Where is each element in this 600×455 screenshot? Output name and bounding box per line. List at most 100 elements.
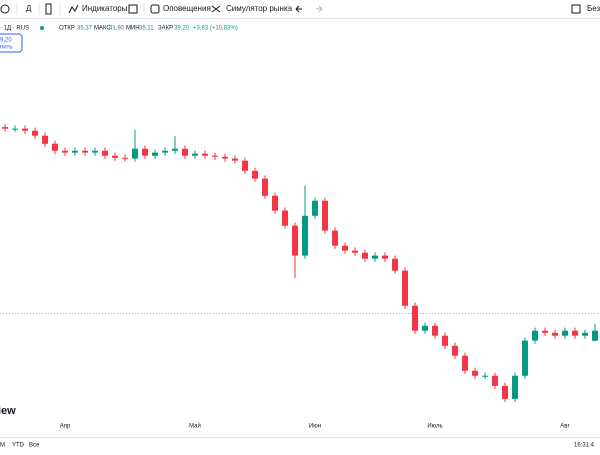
candle-body <box>352 250 358 253</box>
interval-button[interactable]: Д <box>26 4 32 13</box>
close-label: ЗАКР <box>158 26 173 32</box>
layouts-button[interactable] <box>128 4 138 14</box>
candle-body <box>232 158 238 161</box>
save-icon <box>571 4 581 14</box>
candle-body <box>542 330 548 333</box>
low-label: МИН <box>126 26 140 32</box>
candle-body <box>282 210 288 226</box>
candle-body <box>522 340 528 376</box>
alerts-icon <box>150 4 160 14</box>
candle-body <box>162 150 168 153</box>
candle-body <box>32 130 38 136</box>
high-label: МАКС <box>94 26 111 32</box>
change-value: +3,83 (+10,83%) <box>193 26 238 32</box>
candle-body <box>402 270 408 306</box>
candle-body <box>142 148 148 156</box>
candle-body <box>112 155 118 158</box>
candle-body <box>452 345 458 356</box>
buy-label: пить <box>0 45 12 51</box>
candle-body <box>62 150 68 153</box>
range-all[interactable]: Все <box>29 443 40 449</box>
status-dot <box>40 26 44 30</box>
x-tick-label: Июн <box>309 424 321 430</box>
candle-body <box>72 150 78 153</box>
candle-body <box>332 230 338 246</box>
add-button[interactable] <box>0 4 10 14</box>
range-m[interactable]: M <box>0 443 5 449</box>
candle-body <box>182 148 188 156</box>
save-button[interactable]: Без <box>587 4 600 13</box>
candle-body <box>412 305 418 331</box>
candle-body <box>12 128 18 130</box>
plot-area: Апр Май Июн Июль Авг <box>2 124 598 430</box>
candle-body <box>392 258 398 271</box>
replay-icon <box>211 5 221 13</box>
low-value: 35,11 <box>139 26 154 32</box>
open-label: ОТКР <box>59 26 75 32</box>
symbol: · 1Д · RUS <box>0 26 29 32</box>
x-tick-label: Май <box>189 423 201 430</box>
x-tick-label: Июль <box>427 424 442 430</box>
candle-body <box>102 150 108 156</box>
candle-body <box>252 170 258 179</box>
candle-body <box>122 157 128 159</box>
candle-body <box>472 370 478 376</box>
candle-body <box>422 325 428 331</box>
candle-body <box>512 375 518 399</box>
candle-body <box>152 152 158 156</box>
close-value: 39,20 <box>174 26 190 32</box>
candle-body <box>572 330 578 336</box>
chart-type-button[interactable] <box>45 3 52 15</box>
candle-body <box>322 200 328 231</box>
range-ytd[interactable]: YTD <box>12 443 25 449</box>
candle-body <box>212 155 218 157</box>
candle-body <box>242 160 248 171</box>
high-value: 41,90 <box>109 26 125 32</box>
candle-body <box>552 332 558 336</box>
candle-body <box>302 215 308 256</box>
redo-button[interactable] <box>316 5 323 13</box>
candle-body <box>202 153 208 156</box>
candle-body <box>462 355 468 371</box>
candle-body <box>362 252 368 259</box>
candle-body <box>2 127 8 129</box>
indicators-icon <box>68 4 79 14</box>
candle-body <box>592 330 598 341</box>
buy-price: 9,20 <box>0 38 12 44</box>
candle-body <box>582 332 588 336</box>
buy-button[interactable] <box>0 33 23 53</box>
candle-body <box>192 153 198 156</box>
undo-button[interactable] <box>295 5 302 13</box>
candle-body <box>342 245 348 251</box>
candle-body <box>562 330 568 336</box>
candle-body <box>132 148 138 159</box>
candle-body <box>52 143 58 151</box>
candle-body <box>502 385 508 399</box>
candle-body <box>532 330 538 341</box>
clock: 16:31:4 <box>574 443 595 449</box>
candle-body <box>372 255 378 259</box>
candle-body <box>222 156 228 159</box>
candle-body <box>82 150 88 153</box>
candle-body <box>42 135 48 144</box>
candle-body <box>272 195 278 211</box>
watermark: iew <box>0 405 16 417</box>
candle-body <box>292 225 298 256</box>
candle-body <box>92 150 98 153</box>
candle-body <box>492 375 498 386</box>
candle-body <box>442 335 448 346</box>
alerts-button[interactable]: Оповещения <box>163 4 211 13</box>
candle-body <box>432 325 438 336</box>
candle-body <box>262 178 268 196</box>
indicators-button[interactable]: Индикаторы <box>82 4 128 13</box>
candle-body <box>172 148 178 151</box>
candle-body <box>482 375 488 377</box>
candle-body <box>22 128 28 131</box>
x-tick-label: Апр <box>60 424 71 430</box>
open-value: 35,37 <box>77 26 93 32</box>
candle-body <box>382 255 388 259</box>
candle-body <box>312 200 318 216</box>
simulator-button[interactable]: Симулятор рынка <box>226 4 293 13</box>
